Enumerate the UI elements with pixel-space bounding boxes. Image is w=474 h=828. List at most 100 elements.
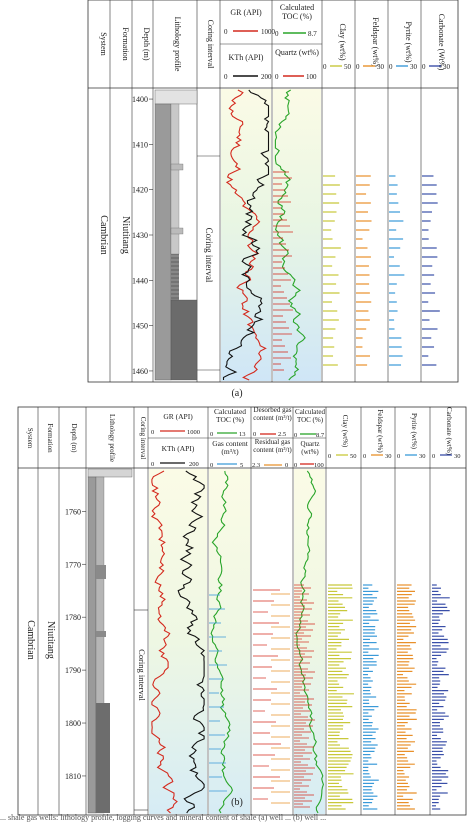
gr-min: 0 [224, 28, 228, 36]
pyrite-max: 30 [410, 63, 418, 71]
header-feldspar: Feldspar (wt%) [371, 17, 380, 67]
b-toc-curve [210, 470, 234, 814]
b-quartz-max: 100 [314, 462, 324, 469]
panel-b-frame [17, 406, 467, 816]
header-kth: KTh (API) [229, 53, 264, 62]
quartz-max: 100 [306, 73, 317, 81]
b-header-toc: Calculated TOC (%) [213, 408, 247, 424]
panel-a-frame [87, 0, 459, 383]
carbonate-max: 30 [443, 63, 451, 71]
b-carbonate-min: 0 [432, 453, 435, 460]
depth-tick-label: 1440 [132, 276, 148, 285]
b-quartz-min: 0 [294, 462, 297, 469]
b-toc-min: 0 [210, 431, 213, 438]
panel-a-column-lines [109, 0, 422, 382]
b-header-depth: Depth (m) [70, 424, 78, 454]
b-kth-max: 200 [189, 461, 199, 468]
kth-min: 0 [224, 73, 228, 81]
depth-axis-b: 1760 1770 1780 1790 1800 1810 [65, 507, 86, 781]
header-formation: Formation [121, 27, 130, 60]
mineral-bars-a [323, 175, 440, 366]
b-header-system: System [26, 428, 34, 449]
lithology-column-a [154, 89, 198, 381]
toc-max: 8.7 [308, 30, 317, 38]
b-pyrite-max: 30 [419, 453, 426, 460]
depth-tick-label: 1410 [132, 140, 148, 149]
curves-b [150, 470, 324, 814]
b-header-pyrite: Pyrite (wt%) [410, 413, 418, 450]
b-header-kth: KTh (API) [162, 444, 195, 453]
b-header-feldspar: Feldspar (wt%) [376, 409, 384, 453]
b-header-residual: Residual gas content (m³/t) [253, 439, 292, 454]
feldspar-max: 30 [377, 63, 385, 71]
b-feldspar-min: 0 [363, 453, 366, 460]
kth-max: 200 [261, 73, 272, 81]
header-coring: Coring interval [206, 20, 215, 69]
clay-min: 0 [323, 63, 327, 71]
figure-caption-footer: ... shale gas wells: lithology profile, … [0, 813, 327, 822]
gr-max: 1000 [261, 28, 276, 36]
depth-tick-label: 1450 [132, 322, 148, 331]
b-feldspar-max: 30 [385, 453, 392, 460]
depth-tick-label: 1760 [65, 507, 81, 516]
depth-tick-label: 1430 [132, 231, 148, 240]
pyrite-min: 0 [389, 63, 393, 71]
b-gr-track [149, 469, 207, 814]
b-header-desorbed: Desorbed gas content (m³/t) [253, 407, 292, 422]
curves-a [222, 89, 306, 381]
toc-min: 0 [275, 30, 279, 38]
b-toc2-max: 8.7 [316, 432, 325, 439]
header-pyrite: Pyrite (wt%) [404, 21, 413, 62]
b-header-toc2: Calculated TOC (%) [295, 408, 325, 424]
b-header-carbonate: Carbonate (wt%) [445, 407, 453, 456]
b-formation-niutitang: Niutitang [45, 621, 56, 659]
b-toc-max: 13 [239, 431, 246, 438]
b-gas-max: 5 [240, 462, 243, 469]
caption-a: (a) [231, 388, 243, 399]
b-header-quartz: Quartz (wt%) [300, 440, 320, 456]
b-carbonate-max: 30 [454, 453, 461, 460]
depth-tick-label: 1790 [65, 666, 81, 675]
b-residual-min: 2.3 [252, 462, 260, 469]
coring-interval-label: Coring interval [204, 228, 214, 283]
header-depth: Depth (m) [142, 27, 151, 60]
b-header-formation: Formation [46, 423, 54, 453]
gr-kth-track-a [221, 89, 271, 381]
depth-tick-label: 1770 [65, 560, 81, 569]
figure-panel-b: System Formation Depth (m) Lithology pro… [0, 405, 474, 823]
caption-b: (b) [231, 797, 243, 808]
header-carbonate: Carbonate (Wt%) [437, 14, 446, 71]
depth-tick-label: 1800 [65, 719, 81, 728]
b-kth-min: 0 [151, 461, 154, 468]
header-lithology: Lithology profile [173, 17, 182, 72]
b-header-gas: Gas content (m³/t) [212, 440, 248, 456]
kth-curve [222, 89, 270, 380]
clay-max: 50 [344, 63, 352, 71]
b-header-lithology: Lithology profile [108, 414, 116, 462]
header-quartz: Quartz (wt%) [275, 48, 319, 57]
b-toc2-track [294, 469, 325, 814]
b-desorbed-max: 2.5 [278, 431, 286, 438]
b-header-coring: Coring interval [139, 417, 147, 460]
b-gas-min: 0 [210, 462, 213, 469]
b-header-clay: Clay (wt%) [341, 415, 349, 448]
depth-tick-label: 1460 [132, 367, 148, 376]
b-gr-min: 0 [151, 429, 154, 436]
header-toc: Calculated TOC (%) [279, 3, 315, 21]
toc-quartz-track-a [273, 89, 321, 381]
b-header-gr: GR (API) [163, 412, 193, 421]
figure-panel-a: System Formation Depth (m) Lithology pro… [0, 0, 474, 405]
b-gr-curve [150, 470, 178, 814]
header-clay: Clay (wt%) [338, 23, 347, 60]
b-gr-max: 1000 [187, 429, 200, 436]
b-clay-max: 50 [350, 453, 357, 460]
depth-tick-label: 1420 [132, 186, 148, 195]
quartz-min: 0 [275, 73, 279, 81]
b-kth-curve [177, 470, 205, 814]
panel-b-svg: System Formation Depth (m) Lithology pro… [17, 406, 467, 816]
mineral-bars-b [328, 584, 450, 810]
b-pyrite-min: 0 [397, 453, 400, 460]
depth-tick-label: 1400 [132, 95, 148, 104]
header-system: System [99, 32, 108, 56]
b-system-cambrian: Cambrian [25, 620, 36, 659]
